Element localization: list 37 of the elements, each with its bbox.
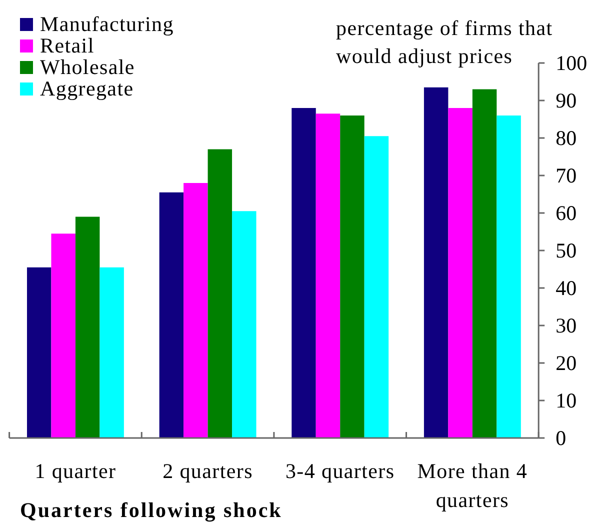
x-axis-title: Quarters following shock bbox=[20, 498, 282, 522]
y-tick-label: 50 bbox=[556, 238, 577, 262]
bar bbox=[75, 216, 100, 438]
y-tick-label: 20 bbox=[556, 351, 577, 375]
legend-label: Aggregate bbox=[40, 76, 134, 100]
y-tick-label: 0 bbox=[556, 426, 566, 450]
bar bbox=[472, 89, 497, 438]
x-tick-label: 1 quarter bbox=[34, 459, 116, 483]
legend-label: Retail bbox=[40, 34, 94, 58]
bar bbox=[424, 87, 448, 438]
legend-label: Wholesale bbox=[40, 55, 135, 79]
x-tick-label: More than 4 quarters bbox=[417, 459, 528, 512]
y-tick-label: 100 bbox=[556, 51, 588, 75]
x-tick-label: 2 quarters bbox=[162, 459, 253, 483]
bar bbox=[292, 108, 316, 438]
bar bbox=[208, 149, 232, 438]
bar bbox=[316, 114, 340, 438]
bar bbox=[232, 211, 256, 438]
bar bbox=[184, 183, 208, 438]
y-tick-label: 70 bbox=[556, 164, 577, 188]
y-tick-label: 80 bbox=[556, 126, 577, 150]
y-tick-label: 40 bbox=[556, 276, 577, 300]
bar bbox=[159, 192, 184, 438]
y-tick-label: 30 bbox=[556, 314, 577, 338]
bar bbox=[100, 267, 124, 438]
bar bbox=[340, 116, 364, 438]
bar bbox=[496, 116, 521, 438]
legend-label: Manufacturing bbox=[40, 12, 174, 36]
x-tick-label: 3-4 quarters bbox=[285, 459, 395, 483]
y-axis-title: percentage of firms that would adjust prices bbox=[336, 16, 553, 68]
y-tick-label: 60 bbox=[556, 201, 577, 225]
bar bbox=[51, 234, 76, 438]
y-tick-label: 10 bbox=[556, 388, 577, 412]
y-tick-label: 90 bbox=[556, 88, 577, 112]
bar bbox=[26, 267, 52, 438]
bar bbox=[364, 136, 389, 438]
bar bbox=[448, 108, 472, 438]
